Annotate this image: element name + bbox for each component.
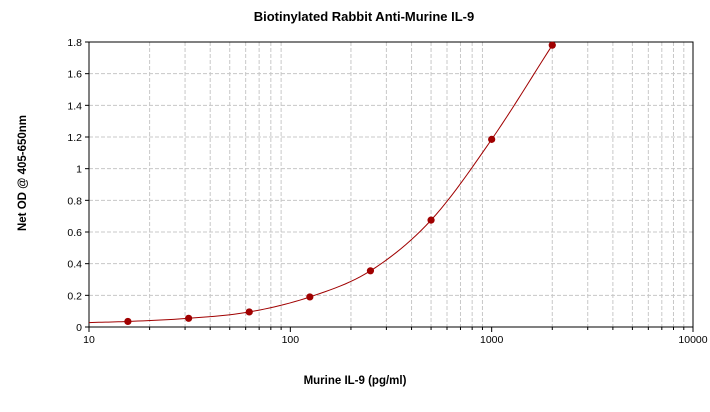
data-point bbox=[427, 216, 435, 224]
grid bbox=[89, 42, 693, 327]
y-tick-label: 1.8 bbox=[67, 37, 82, 49]
chart-title: Biotinylated Rabbit Anti-Murine IL-9 bbox=[254, 9, 475, 24]
x-tick-label: 10000 bbox=[678, 334, 707, 346]
y-tick-label: 0.4 bbox=[67, 259, 82, 271]
x-tick-label: 100 bbox=[282, 334, 300, 346]
y-tick-label: 0.2 bbox=[67, 290, 82, 302]
y-tick-label: 0.6 bbox=[67, 227, 82, 239]
y-tick-label: 0.8 bbox=[67, 195, 82, 207]
data-point bbox=[548, 41, 556, 49]
plot-area bbox=[88, 41, 694, 328]
y-tick-label: 0 bbox=[76, 322, 82, 334]
data-points bbox=[124, 41, 556, 326]
x-axis: 10 100 1000 10000 bbox=[83, 327, 708, 346]
data-point bbox=[124, 317, 132, 326]
y-axis: 0 0.2 0.4 0.6 0.8 1 1.2 1.4 1.6 1.8 bbox=[67, 37, 89, 334]
x-tick-label: 10 bbox=[83, 334, 95, 346]
y-tick-label: 1.2 bbox=[67, 132, 82, 144]
y-tick-label: 1 bbox=[76, 164, 82, 176]
y-tick-label: 1.6 bbox=[67, 69, 82, 81]
data-point bbox=[306, 293, 314, 301]
data-point bbox=[245, 308, 253, 316]
x-tick-label: 1000 bbox=[480, 334, 504, 346]
y-axis-label: Net OD @ 405-650nm bbox=[17, 115, 29, 231]
data-point bbox=[185, 314, 193, 322]
x-axis-label: Murine IL-9 (pg/ml) bbox=[304, 375, 407, 387]
data-point bbox=[366, 267, 375, 275]
y-tick-label: 1.4 bbox=[67, 100, 82, 112]
data-point bbox=[488, 135, 496, 143]
